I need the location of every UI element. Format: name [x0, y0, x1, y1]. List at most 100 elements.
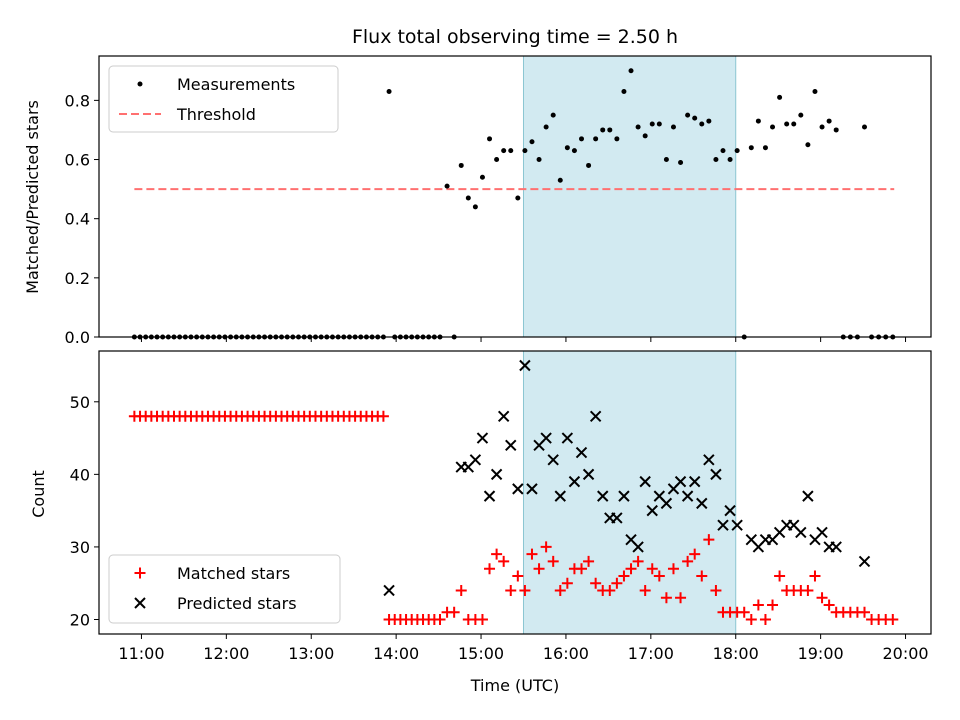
measurement-point	[805, 142, 811, 148]
predicted-star-point	[611, 512, 623, 524]
predicted-star-point	[383, 584, 395, 597]
predicted-star-point	[731, 519, 743, 531]
matched-star-point	[547, 555, 559, 567]
matched-star-point	[738, 606, 750, 618]
matched-star-point	[583, 555, 595, 567]
measurement-point	[522, 148, 528, 154]
matched-star-point	[618, 570, 630, 582]
matched-star-point	[434, 613, 446, 625]
count-panel-ylabel: Count	[29, 470, 48, 518]
measurement-point	[579, 136, 585, 142]
observing-window-band-top	[522, 55, 737, 338]
matched-legend-label: Matched stars	[177, 564, 290, 583]
measurement-point	[444, 183, 450, 189]
measurement-point	[720, 148, 726, 154]
measurement-point	[593, 136, 599, 142]
measurement-point	[386, 88, 392, 94]
count-x-tick-label: 19:00	[798, 644, 844, 663]
predicted-legend-marker	[134, 597, 146, 609]
measurement-point	[586, 162, 592, 168]
matched-star-point	[767, 599, 779, 611]
count-y-tick-label: 40	[70, 465, 90, 484]
measurement-point	[734, 148, 740, 154]
measurement-point	[784, 121, 790, 127]
predicted-star-point	[858, 555, 871, 568]
matched-star-point	[526, 548, 538, 560]
matched-star-point	[816, 592, 828, 604]
predicted-star-point	[618, 490, 630, 502]
matched-star-point	[823, 599, 835, 611]
matched-star-point	[759, 613, 771, 625]
predicted-star-point	[674, 475, 687, 488]
count-x-tick-label: 17:00	[628, 644, 674, 663]
predicted-star-point	[660, 497, 673, 510]
matched-star-point	[377, 410, 389, 422]
measurement-point	[762, 145, 768, 151]
measurement-point	[571, 148, 577, 154]
measurement-point	[536, 157, 542, 163]
predicted-star-point	[497, 410, 510, 423]
count-x-tick-label: 11:00	[118, 644, 164, 663]
measurement-point	[656, 121, 662, 127]
predicted-star-point	[505, 439, 517, 452]
count-y-tick-label: 50	[70, 393, 90, 412]
count-x-tick-label: 13:00	[288, 644, 334, 663]
ratio-y-tick-label: 0.4	[65, 210, 90, 229]
ratio-y-tick-label: 0.0	[65, 328, 90, 347]
matched-star-point	[561, 577, 573, 589]
predicted-star-point	[575, 446, 588, 459]
count-x-tick-label: 20:00	[882, 644, 928, 663]
predicted-star-point	[703, 454, 715, 466]
matched-star-point	[696, 570, 708, 582]
measurement-point	[812, 88, 818, 94]
measurement-point	[727, 157, 733, 163]
measurement-point	[670, 124, 676, 130]
count-x-tick-label: 15:00	[458, 644, 504, 663]
predicted-star-point	[582, 468, 595, 481]
matched-star-point	[625, 563, 637, 575]
predicted-star-point	[519, 359, 531, 372]
measurement-point	[501, 148, 507, 154]
predicted-star-point	[830, 541, 842, 553]
threshold-legend-label: Threshold	[176, 105, 256, 124]
predicted-star-point	[681, 490, 694, 502]
matched-star-point	[710, 584, 722, 596]
matched-star-point	[802, 584, 814, 596]
matched-star-point	[675, 592, 687, 604]
matched-star-point	[448, 606, 460, 618]
matched-star-point	[576, 563, 588, 575]
count-panel-frame	[98, 350, 932, 635]
ratio-panel: 0.00.20.40.60.8 Matched/Predicted stars …	[23, 55, 932, 347]
predicted-star-point	[490, 468, 503, 481]
matched-star-point	[646, 563, 658, 575]
measurement-point	[699, 121, 705, 127]
measurement-point	[487, 136, 493, 142]
measurement-point	[508, 148, 514, 154]
observing-window-band-bottom	[522, 350, 737, 635]
predicted-star-point	[476, 432, 489, 444]
matched-star-point	[604, 584, 616, 596]
predicted-star-point	[717, 519, 729, 531]
measurement-point	[628, 68, 634, 74]
matched-star-point	[540, 541, 552, 553]
matched-star-point	[505, 584, 517, 596]
matched-star-point	[590, 577, 602, 589]
measurement-point	[557, 177, 563, 183]
matched-star-point	[752, 599, 764, 611]
measurement-point	[543, 124, 549, 130]
predicted-star-point	[710, 468, 722, 481]
ratio-panel-ylabel: Matched/Predicted stars	[23, 100, 42, 294]
measurement-point	[649, 121, 655, 127]
measurement-point	[564, 145, 570, 151]
measurements-legend-marker	[137, 81, 143, 87]
matched-star-point	[653, 570, 665, 582]
measurement-point	[685, 112, 691, 118]
predicted-star-point	[540, 432, 552, 444]
measurement-point	[472, 204, 478, 210]
ratio-y-tick-label: 0.8	[65, 91, 90, 110]
predicted-star-point	[568, 475, 581, 488]
measurement-point	[550, 112, 556, 118]
ratio-y-tick-label: 0.6	[65, 151, 90, 170]
measurement-point	[791, 121, 797, 127]
